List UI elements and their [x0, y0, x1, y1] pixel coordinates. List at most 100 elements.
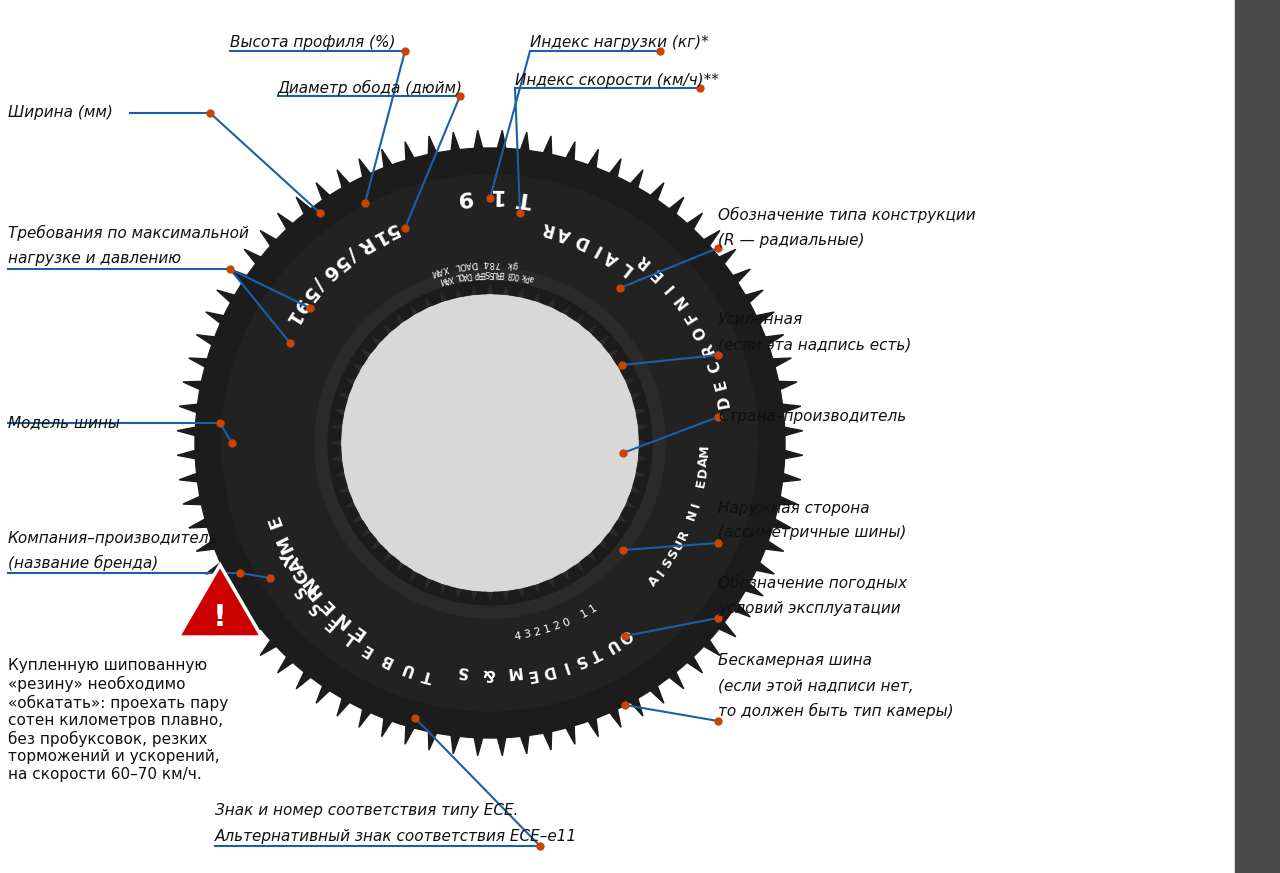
Text: 0: 0: [561, 616, 571, 629]
Text: 5: 5: [380, 218, 401, 242]
Text: Обозначение типа конструкции: Обозначение типа конструкции: [718, 207, 975, 223]
Text: Диаметр обода (дюйм): Диаметр обода (дюйм): [278, 80, 463, 96]
Polygon shape: [342, 362, 367, 381]
Text: U: U: [398, 659, 415, 677]
Text: Компания–производитель: Компания–производитель: [8, 531, 219, 546]
Polygon shape: [566, 303, 585, 327]
Text: 2: 2: [552, 621, 562, 632]
Text: A: A: [646, 574, 663, 589]
Text: A: A: [556, 223, 573, 244]
Text: k: k: [507, 259, 512, 269]
Text: N: N: [298, 572, 323, 595]
Polygon shape: [664, 213, 703, 253]
Polygon shape: [381, 312, 403, 336]
Text: Модель шины: Модель шины: [8, 416, 120, 430]
Polygon shape: [179, 464, 225, 485]
Polygon shape: [532, 136, 553, 182]
Polygon shape: [328, 443, 352, 460]
Text: (если эта надпись есть): (если эта надпись есть): [718, 338, 911, 353]
Polygon shape: [553, 295, 571, 320]
Polygon shape: [524, 285, 540, 310]
Text: 3: 3: [507, 270, 512, 278]
Polygon shape: [728, 546, 774, 574]
Circle shape: [195, 148, 785, 738]
Polygon shape: [507, 580, 524, 604]
Polygon shape: [448, 708, 468, 753]
Text: 5: 5: [329, 251, 351, 274]
Polygon shape: [539, 289, 556, 314]
Polygon shape: [440, 285, 456, 310]
Text: R: R: [476, 269, 483, 278]
Text: E: E: [265, 512, 287, 530]
Text: M: M: [506, 663, 522, 680]
Text: A: A: [465, 259, 472, 269]
Polygon shape: [707, 269, 750, 303]
Polygon shape: [613, 362, 637, 381]
Polygon shape: [216, 565, 261, 596]
Text: S: S: [489, 269, 493, 278]
Text: (название бренда): (название бренда): [8, 555, 159, 571]
Polygon shape: [404, 698, 428, 745]
Polygon shape: [577, 550, 598, 574]
Text: Индекс скорости (км/ч)**: Индекс скорости (км/ч)**: [515, 72, 719, 87]
Text: Купленную шипованную
«резину» необходимо
«обкатать»: проехать пару
сотен километ: Купленную шипованную «резину» необходимо…: [8, 658, 228, 781]
Text: E: E: [323, 614, 340, 632]
Polygon shape: [358, 682, 388, 727]
Polygon shape: [758, 422, 803, 443]
Polygon shape: [755, 401, 801, 422]
Polygon shape: [588, 540, 611, 563]
Polygon shape: [577, 312, 598, 336]
Text: Требования по максимальной: Требования по максимальной: [8, 225, 248, 241]
Text: D: D: [465, 270, 472, 279]
Polygon shape: [694, 249, 736, 285]
Text: A: A: [602, 246, 622, 269]
Text: то должен быть тип камеры): то должен быть тип камеры): [718, 703, 954, 719]
Text: P: P: [474, 269, 479, 278]
Polygon shape: [381, 550, 403, 574]
Text: (если этой надписи нет,: (если этой надписи нет,: [718, 678, 914, 693]
Text: R: R: [353, 232, 376, 257]
Text: S: S: [306, 598, 325, 616]
Text: Знак и номер соответствия типу ECE.: Знак и номер соответствия типу ECE.: [215, 803, 518, 819]
Text: Высота профиля (%): Высота профиля (%): [230, 36, 396, 51]
Text: E: E: [648, 265, 666, 282]
Polygon shape: [229, 583, 273, 617]
Text: 9: 9: [288, 295, 311, 317]
Text: O: O: [691, 323, 710, 341]
Text: Обозначение погодных: Обозначение погодных: [718, 575, 908, 590]
Polygon shape: [424, 289, 440, 314]
Text: 4: 4: [484, 258, 489, 268]
Polygon shape: [680, 230, 719, 269]
Polygon shape: [428, 704, 448, 750]
Text: нагрузке и давлению: нагрузке и давлению: [8, 251, 182, 265]
Polygon shape: [468, 710, 490, 756]
Polygon shape: [553, 698, 575, 745]
Polygon shape: [598, 530, 621, 552]
Text: R: R: [302, 580, 325, 601]
Text: (ассиметричные шины): (ассиметричные шины): [718, 526, 906, 540]
Text: S: S: [292, 581, 310, 600]
Text: 1: 1: [588, 602, 599, 615]
Polygon shape: [196, 526, 242, 552]
Polygon shape: [244, 601, 287, 636]
Text: I: I: [689, 500, 703, 508]
Text: O: O: [458, 260, 467, 270]
Text: N: N: [671, 292, 691, 311]
Polygon shape: [448, 132, 468, 178]
Polygon shape: [349, 519, 374, 539]
Polygon shape: [394, 303, 415, 327]
Text: S: S: [666, 547, 682, 561]
Polygon shape: [511, 708, 532, 753]
Text: G: G: [291, 564, 314, 586]
Text: X: X: [442, 264, 449, 273]
Text: D: D: [571, 230, 591, 251]
Text: условий эксплуатации: условий эксплуатации: [718, 601, 901, 615]
Polygon shape: [329, 460, 353, 477]
Polygon shape: [342, 505, 367, 524]
Text: 0: 0: [513, 271, 520, 280]
Polygon shape: [381, 149, 407, 196]
Text: L: L: [454, 272, 461, 281]
Text: 7: 7: [495, 258, 500, 268]
Text: R: R: [539, 218, 556, 239]
Polygon shape: [316, 660, 349, 704]
